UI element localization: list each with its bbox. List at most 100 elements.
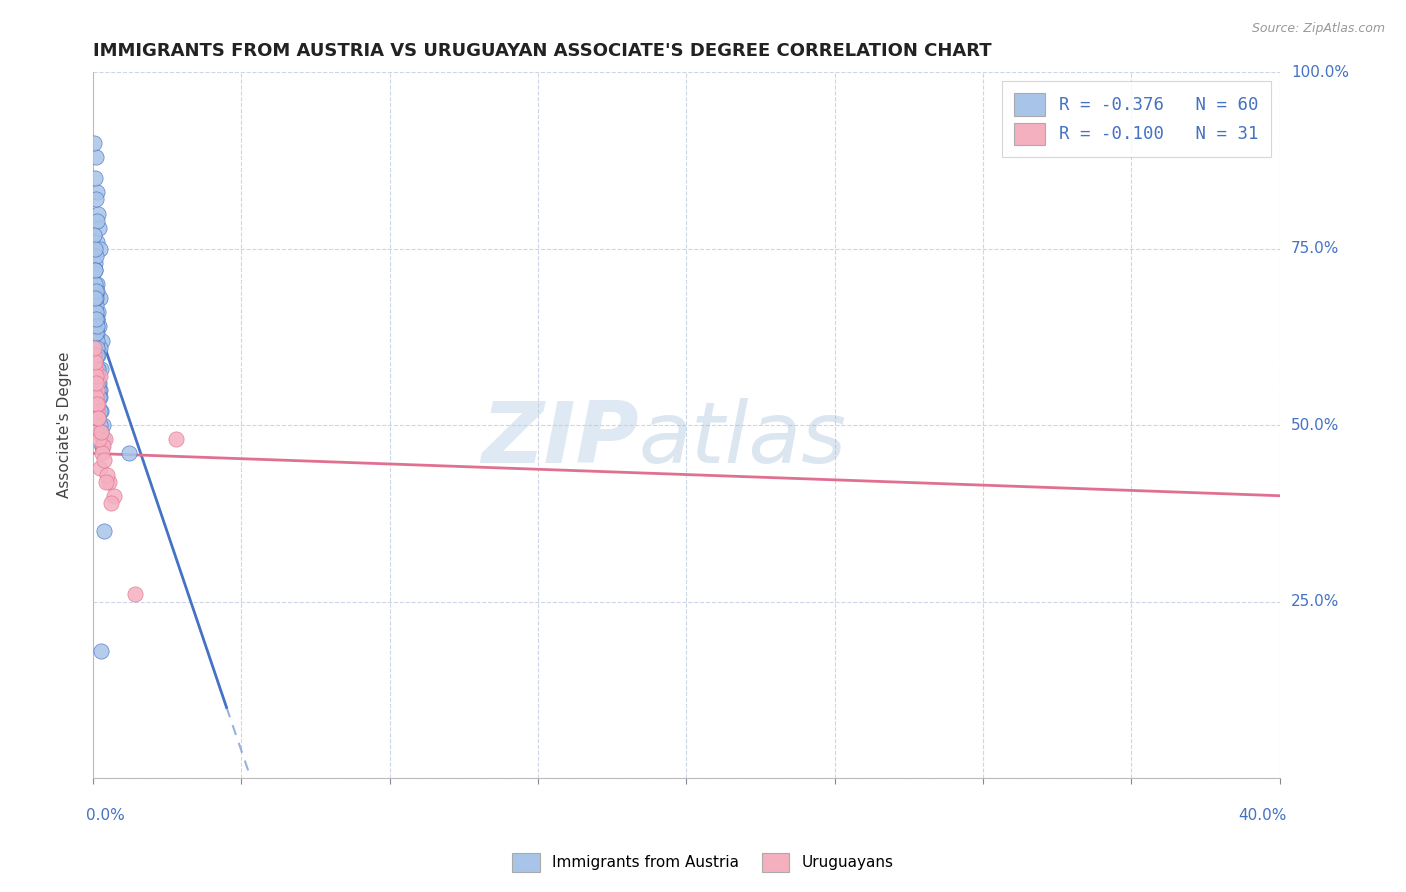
- Point: [93, 418, 115, 433]
- Text: 25.0%: 25.0%: [1291, 594, 1339, 609]
- Point: [87, 390, 110, 404]
- Point: [84, 193, 107, 207]
- Point: [86, 284, 108, 298]
- Point: [84, 277, 107, 291]
- Point: [86, 411, 108, 425]
- Point: [86, 334, 108, 348]
- Point: [93, 439, 115, 453]
- Point: [93, 453, 115, 467]
- Point: [84, 284, 107, 298]
- Point: [94, 475, 117, 489]
- Point: [90, 446, 112, 460]
- Point: [165, 432, 187, 446]
- Point: [83, 227, 105, 242]
- Text: 50.0%: 50.0%: [1291, 417, 1339, 433]
- Point: [87, 411, 110, 425]
- Point: [84, 361, 107, 376]
- Text: ZIP: ZIP: [481, 398, 638, 481]
- Point: [83, 418, 105, 433]
- Point: [84, 305, 107, 319]
- Point: [91, 432, 114, 446]
- Point: [89, 390, 111, 404]
- Point: [89, 418, 111, 433]
- Point: [84, 368, 107, 383]
- Point: [83, 136, 105, 150]
- Point: [86, 213, 108, 227]
- Point: [86, 341, 108, 355]
- Point: [87, 397, 110, 411]
- Point: [84, 298, 107, 312]
- Point: [124, 587, 146, 601]
- Point: [89, 242, 111, 256]
- Point: [87, 319, 110, 334]
- Point: [86, 277, 108, 291]
- Point: [84, 425, 107, 440]
- Text: 100.0%: 100.0%: [1291, 65, 1348, 80]
- Point: [90, 425, 112, 440]
- Point: [86, 348, 108, 362]
- Point: [90, 644, 112, 658]
- Text: Source: ZipAtlas.com: Source: ZipAtlas.com: [1251, 22, 1385, 36]
- Point: [93, 524, 115, 538]
- Point: [84, 291, 107, 305]
- Point: [84, 312, 107, 326]
- Point: [86, 312, 108, 326]
- Point: [86, 186, 108, 200]
- Point: [90, 361, 112, 376]
- Point: [100, 496, 122, 510]
- Y-axis label: Associate's Degree: Associate's Degree: [58, 352, 72, 499]
- Point: [84, 376, 107, 390]
- Point: [89, 291, 111, 305]
- Point: [87, 361, 110, 376]
- Point: [83, 348, 105, 362]
- Point: [87, 348, 110, 362]
- Point: [87, 376, 110, 390]
- Point: [86, 319, 108, 334]
- Point: [83, 341, 105, 355]
- Point: [86, 312, 108, 326]
- Point: [84, 242, 107, 256]
- Point: [89, 341, 111, 355]
- Point: [84, 150, 107, 164]
- Point: [89, 460, 111, 475]
- Legend: R = -0.376   N = 60, R = -0.100   N = 31: R = -0.376 N = 60, R = -0.100 N = 31: [1002, 81, 1271, 157]
- Point: [84, 171, 107, 186]
- Text: 0.0%: 0.0%: [86, 808, 125, 823]
- Point: [87, 411, 110, 425]
- Text: 40.0%: 40.0%: [1239, 808, 1286, 823]
- Point: [86, 404, 108, 418]
- Text: 75.0%: 75.0%: [1291, 242, 1339, 256]
- Point: [89, 368, 111, 383]
- Point: [91, 439, 114, 453]
- Point: [90, 404, 112, 418]
- Point: [98, 475, 121, 489]
- Point: [87, 383, 110, 397]
- Point: [87, 376, 110, 390]
- Point: [86, 397, 108, 411]
- Point: [83, 354, 105, 368]
- Point: [90, 439, 112, 453]
- Point: [86, 383, 108, 397]
- Point: [86, 361, 108, 376]
- Point: [86, 235, 108, 249]
- Point: [84, 326, 107, 341]
- Point: [87, 305, 110, 319]
- Point: [90, 425, 112, 440]
- Text: IMMIGRANTS FROM AUSTRIA VS URUGUAYAN ASSOCIATE'S DEGREE CORRELATION CHART: IMMIGRANTS FROM AUSTRIA VS URUGUAYAN ASS…: [93, 42, 991, 60]
- Point: [103, 489, 125, 503]
- Point: [83, 263, 105, 277]
- Point: [87, 368, 110, 383]
- Text: atlas: atlas: [638, 398, 846, 481]
- Point: [84, 291, 107, 305]
- Legend: Immigrants from Austria, Uruguayans: Immigrants from Austria, Uruguayans: [505, 845, 901, 880]
- Point: [86, 326, 108, 341]
- Point: [84, 390, 107, 404]
- Point: [84, 249, 107, 263]
- Point: [87, 206, 110, 220]
- Point: [96, 467, 118, 482]
- Point: [84, 263, 107, 277]
- Point: [90, 334, 112, 348]
- Point: [84, 256, 107, 270]
- Point: [89, 383, 111, 397]
- Point: [87, 432, 110, 446]
